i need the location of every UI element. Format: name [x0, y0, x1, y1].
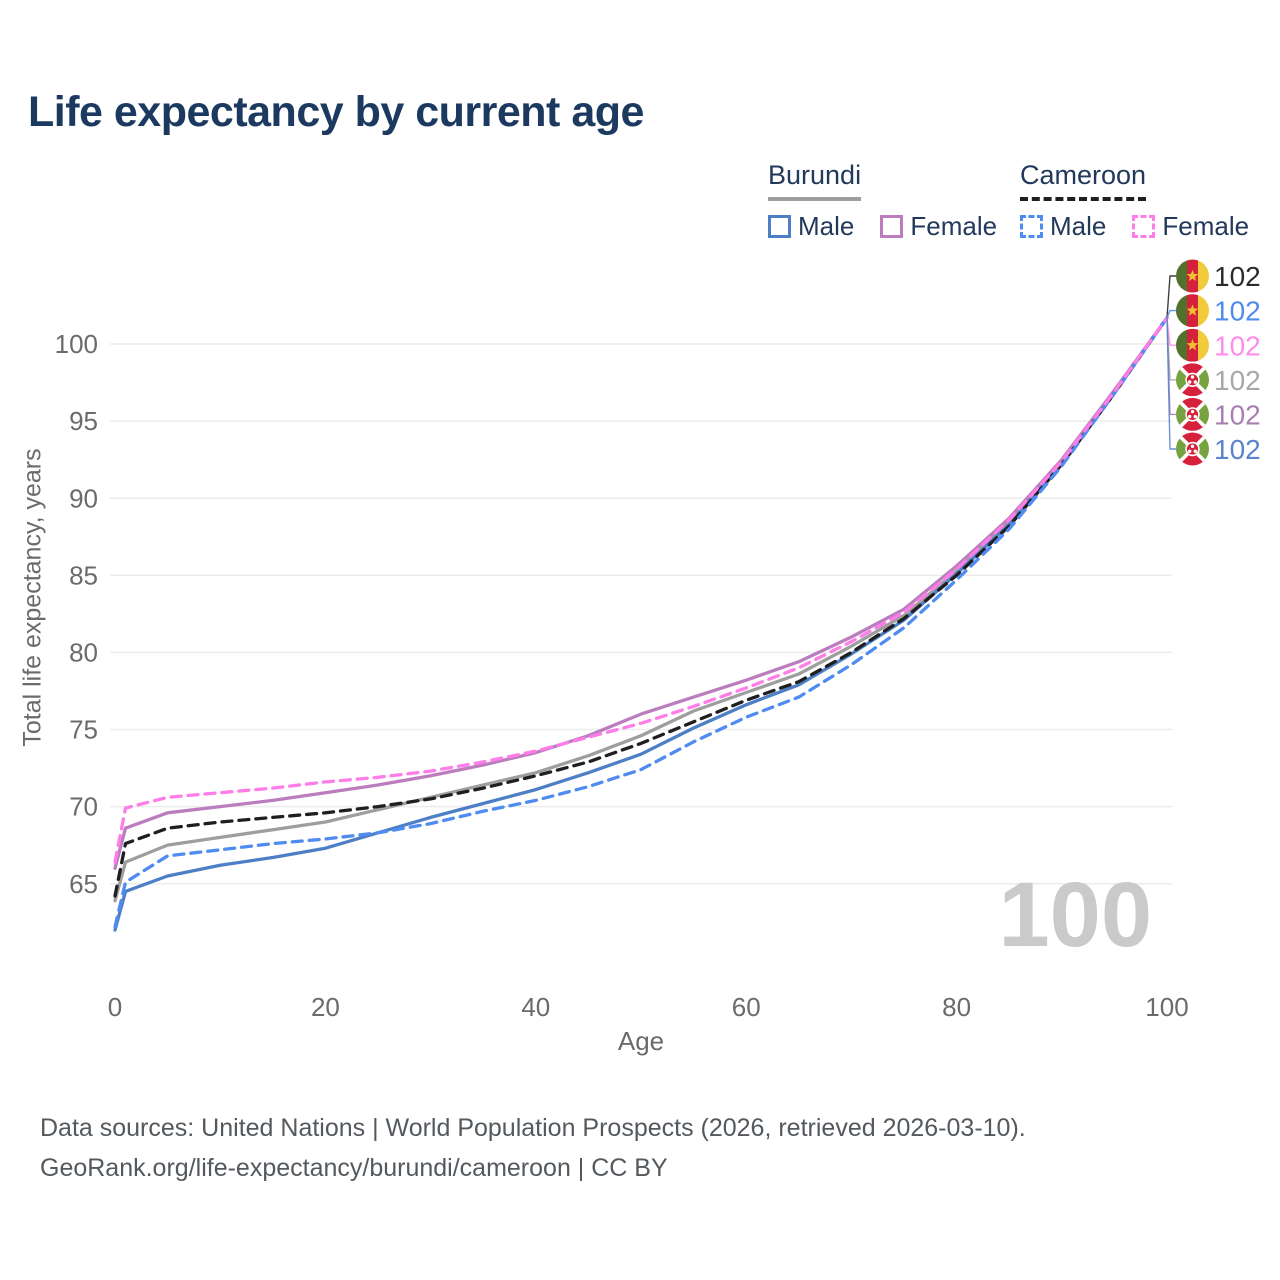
end-value-label: 102 — [1214, 261, 1261, 292]
x-axis-title: Age — [617, 1026, 665, 1056]
cameroon-female-swatch-icon — [1132, 215, 1156, 238]
end-label-leader-line — [1166, 275, 1176, 318]
burundi-flag-icon — [1176, 397, 1209, 431]
x-tick-label: 20 — [311, 992, 340, 1022]
y-tick-label: 75 — [69, 715, 98, 745]
series-line-burundi-total — [113, 316, 1169, 903]
x-tick-label: 40 — [521, 992, 550, 1022]
star-icon — [1186, 304, 1199, 316]
end-value-label: 102 — [1214, 365, 1261, 396]
page-title: Life expectancy by current age — [28, 88, 644, 136]
legend-label-male: Male — [1050, 211, 1107, 241]
cameroon-flag-icon — [1176, 328, 1209, 362]
burundi-flag-icon — [1176, 432, 1209, 466]
series-line-burundi-female — [113, 316, 1169, 870]
legend-item-cameroon-male: Male — [1020, 211, 1106, 242]
star-icon — [1186, 269, 1199, 281]
end-value-label: 102 — [1214, 434, 1261, 465]
cameroon-male-swatch-icon — [1020, 215, 1043, 238]
star-icon — [1186, 339, 1199, 351]
data-source-footer: Data sources: United Nations | World Pop… — [40, 1108, 1026, 1188]
legend-group-cameroon: Cameroon Male Female — [1020, 160, 1249, 242]
x-tick-label: 100 — [1145, 992, 1188, 1022]
current-age-watermark: 100 — [999, 864, 1153, 966]
legend-item-burundi-male: Male — [768, 211, 854, 242]
end-value-label: 102 — [1214, 296, 1261, 327]
y-tick-label: 100 — [55, 329, 98, 359]
y-tick-label: 90 — [69, 483, 98, 513]
burundi-female-swatch-icon — [880, 215, 904, 238]
y-tick-label: 65 — [69, 869, 98, 899]
footer-line-2: GeoRank.org/life-expectancy/burundi/came… — [40, 1154, 668, 1182]
x-tick-label: 80 — [942, 992, 971, 1022]
y-tick-label: 95 — [69, 406, 98, 436]
series-line-cameroon-male — [113, 316, 1169, 929]
series-line-cameroon-female — [113, 316, 1169, 864]
y-tick-label: 85 — [69, 560, 98, 590]
x-tick-label: 0 — [108, 992, 122, 1022]
cameroon-flag-icon — [1176, 259, 1209, 293]
footer-line-1: Data sources: United Nations | World Pop… — [40, 1114, 1026, 1142]
y-tick-label: 80 — [69, 638, 98, 668]
legend-label-male: Male — [798, 211, 855, 241]
y-axis-title: Total life expectancy, years — [18, 448, 47, 747]
end-value-label: 102 — [1214, 399, 1261, 430]
legend-country-burundi: Burundi — [768, 160, 862, 201]
gridlines: 65 70 75 80 85 90 95 100 — [55, 329, 1172, 899]
x-tick-label: 60 — [732, 992, 761, 1022]
legend-item-burundi-female: Female — [880, 211, 997, 242]
legend-country-cameroon: Cameroon — [1020, 160, 1147, 201]
end-label-leader-line — [1166, 317, 1176, 450]
end-value-label: 102 — [1214, 330, 1261, 361]
y-tick-label: 70 — [69, 792, 98, 822]
series-line-cameroon-total — [113, 316, 1169, 898]
legend-group-burundi: Burundi Male Female — [768, 160, 997, 242]
legend-label-female: Female — [910, 211, 998, 241]
series-line-burundi-male — [113, 316, 1169, 932]
cameroon-flag-icon — [1176, 294, 1209, 328]
burundi-male-swatch-icon — [768, 215, 791, 238]
burundi-flag-icon — [1176, 363, 1209, 397]
end-label-leader-line — [1166, 309, 1176, 319]
legend-label-female: Female — [1162, 211, 1250, 241]
legend-item-cameroon-female: Female — [1132, 211, 1249, 242]
